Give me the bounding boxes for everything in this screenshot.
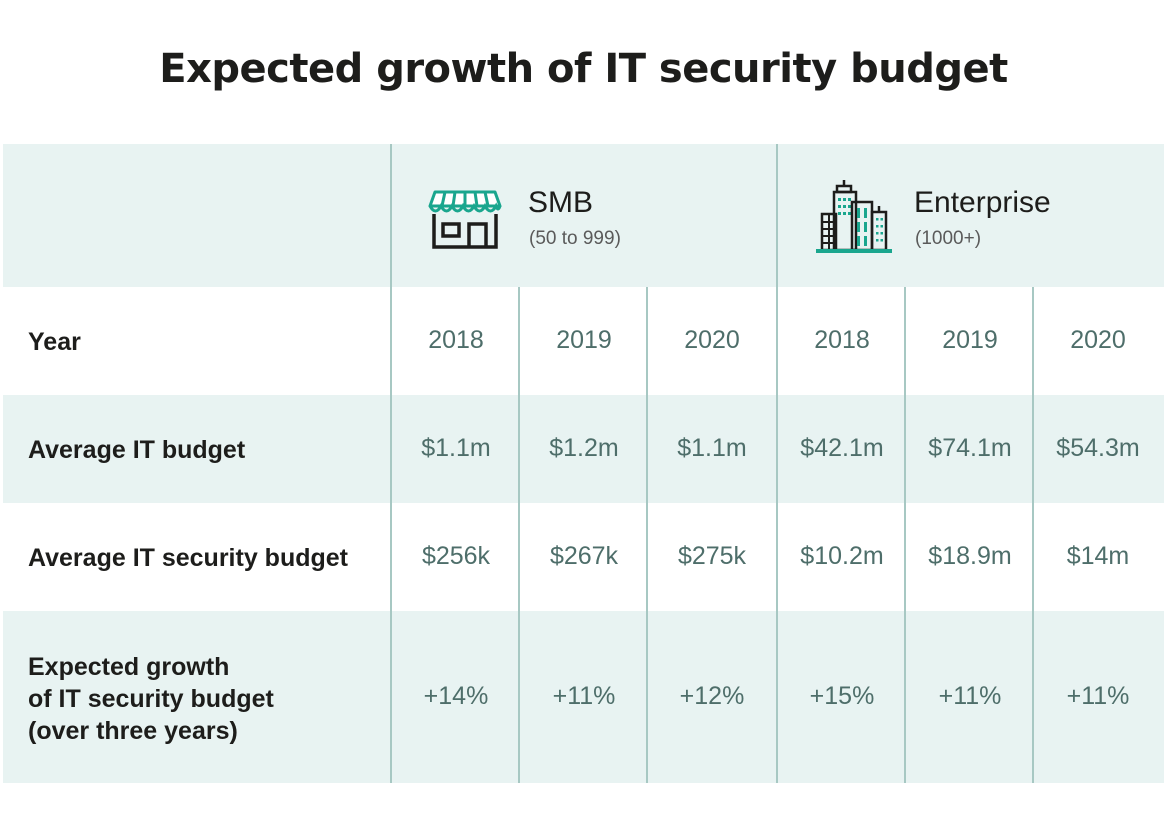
row-band-it-budget	[3, 395, 1164, 503]
segment-name-enterprise: Enterprise	[914, 186, 1051, 219]
column-divider	[646, 287, 648, 783]
security-budget-cell: $267k	[549, 542, 619, 570]
year-cell: 2018	[428, 326, 484, 354]
row-label-security-budget: Average IT security budget	[28, 544, 348, 572]
segment-name-smb: SMB	[528, 186, 594, 219]
security-budget-cell: $14m	[1066, 542, 1130, 570]
column-divider	[1032, 287, 1034, 783]
storefront-icon	[428, 190, 502, 249]
row-band-growth	[3, 611, 1164, 783]
segment-subtitle-enterprise: (1000+)	[915, 228, 982, 249]
it-budget-cell: $74.1m	[928, 434, 1012, 462]
growth-cell: +11%	[938, 682, 1002, 710]
security-budget-cell: $256k	[421, 542, 491, 570]
security-budget-cell: $18.9m	[928, 542, 1012, 570]
column-divider	[518, 287, 520, 783]
segment-header-enterprise: Enterprise (1000+)	[778, 144, 1164, 287]
budget-table: SMB (50 to 999)	[3, 144, 1164, 783]
growth-cell: +14%	[423, 682, 489, 710]
row-label-growth-line: (over three years)	[28, 717, 238, 745]
row-label-growth-line: Expected growth	[28, 653, 230, 681]
year-cell: 2020	[684, 326, 740, 354]
it-budget-cell: $1.1m	[421, 434, 491, 462]
it-budget-cell: $1.1m	[677, 434, 747, 462]
year-cell: 2019	[942, 326, 998, 354]
row-label-it-budget: Average IT budget	[28, 436, 246, 464]
it-budget-cell: $1.2m	[549, 434, 619, 462]
column-divider	[776, 144, 778, 783]
it-budget-cell: $54.3m	[1056, 434, 1140, 462]
header-band	[3, 144, 1164, 287]
year-cell: 2018	[814, 326, 870, 354]
segment-header-smb: SMB (50 to 999)	[392, 144, 776, 287]
segment-subtitle-smb: (50 to 999)	[529, 228, 621, 249]
row-label-growth-line: of IT security budget	[28, 685, 274, 713]
growth-cell: +11%	[552, 682, 616, 710]
security-budget-cell: $10.2m	[800, 542, 884, 570]
column-divider	[390, 144, 392, 783]
office-buildings-icon	[816, 180, 892, 253]
growth-cell: +11%	[1066, 682, 1130, 710]
row-label-growth: Expected growth of IT security budget (o…	[28, 651, 274, 747]
it-budget-cell: $42.1m	[800, 434, 884, 462]
year-cell: 2019	[556, 326, 612, 354]
page-title: Expected growth of IT security budget	[159, 46, 1008, 92]
growth-cell: +15%	[809, 682, 875, 710]
growth-cell: +12%	[679, 682, 745, 710]
security-budget-cell: $275k	[677, 542, 747, 570]
column-divider	[904, 287, 906, 783]
year-cell: 2020	[1070, 326, 1126, 354]
row-label-year: Year	[28, 328, 81, 356]
